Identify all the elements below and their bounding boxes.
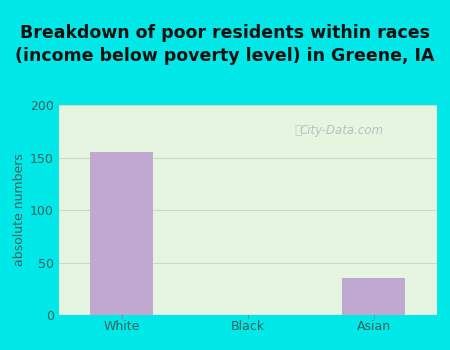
Bar	[90, 152, 153, 315]
Y-axis label: absolute numbers: absolute numbers	[13, 154, 26, 266]
Bar	[342, 278, 405, 315]
Text: ⦿: ⦿	[295, 124, 302, 137]
Text: City-Data.com: City-Data.com	[300, 124, 384, 137]
Text: Breakdown of poor residents within races
(income below poverty level) in Greene,: Breakdown of poor residents within races…	[15, 25, 435, 65]
